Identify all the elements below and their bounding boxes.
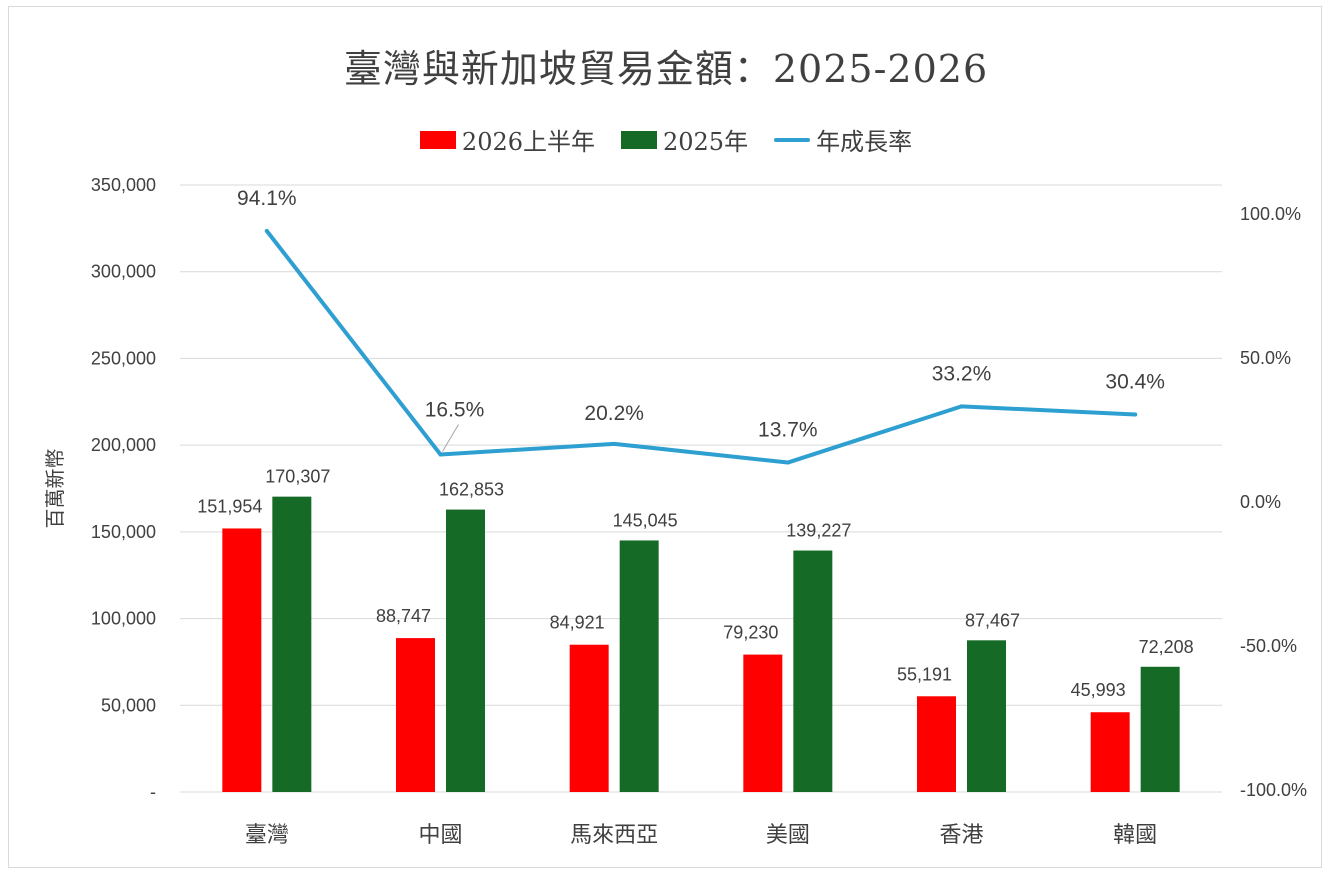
bar-2025 [967, 640, 1006, 792]
growth-point [438, 452, 443, 457]
growth-label: 13.7% [758, 419, 818, 442]
category-label: 臺灣 [245, 823, 289, 848]
bar-2026h1 [1090, 712, 1130, 792]
y-tick-label: 50,000 [101, 695, 156, 715]
y2-tick-label: 50.0% [1240, 348, 1291, 368]
bar-label-2025: 87,467 [965, 610, 1020, 630]
growth-label: 33.2% [932, 362, 992, 385]
legend-item-2026h1: 2026上半年 [419, 122, 595, 157]
bar-2026h1 [917, 696, 956, 792]
bar-label-2026h1: 151,954 [197, 496, 262, 516]
bar-2025 [446, 509, 485, 792]
y-tick-label: 100,000 [91, 609, 156, 629]
growth-point [959, 404, 964, 409]
category-label: 馬來西亞 [570, 823, 658, 848]
bar-label-2026h1: 84,921 [550, 613, 605, 633]
growth-point [1133, 412, 1138, 417]
legend-swatch-2025 [621, 130, 657, 149]
growth-point [264, 228, 269, 233]
bar-label-2026h1: 45,993 [1071, 680, 1126, 700]
category-label: 韓國 [1113, 823, 1157, 848]
chart-title: 臺灣與新加坡貿易金額：2025-2026 [343, 47, 989, 91]
bar-2026h1 [396, 638, 435, 792]
category-label: 美國 [766, 823, 810, 848]
growth-label: 94.1% [237, 187, 297, 210]
growth-point [612, 441, 617, 446]
bar-label-2025: 72,208 [1139, 637, 1194, 657]
legend-item-2025: 2025年 [621, 122, 748, 157]
bar-label-2025: 162,853 [439, 480, 504, 500]
growth-label: 20.2% [584, 402, 644, 425]
growth-point [785, 460, 790, 465]
chart-legend: 2026上半年 2025年 年成長率 [0, 122, 1332, 157]
y-tick-label: 200,000 [91, 435, 156, 455]
legend-swatch-growth [774, 137, 811, 142]
bar-2026h1 [569, 644, 609, 792]
category-label: 香港 [939, 823, 983, 848]
y-axis-title: 百萬新幣 [43, 449, 67, 529]
legend-item-growth: 年成長率 [774, 122, 912, 157]
bar-label-2025: 170,307 [265, 467, 330, 487]
y-tick-label: - [150, 782, 156, 802]
bar-2026h1 [743, 654, 783, 792]
bar-label-2026h1: 79,230 [723, 623, 778, 643]
y2-tick-label: -50.0% [1240, 636, 1297, 656]
growth-line [264, 228, 1138, 465]
legend-label-growth: 年成長率 [816, 128, 913, 156]
legend-label-2025: 2025年 [663, 128, 749, 156]
legend-label-2026h1: 2026上半年 [461, 128, 595, 156]
bar-label-2026h1: 88,747 [376, 606, 431, 626]
growth-label: 30.4% [1105, 370, 1165, 393]
legend-swatch-2026h1 [419, 130, 456, 149]
growth-label: 16.5% [425, 398, 485, 421]
bar-2025 [793, 550, 833, 792]
y-tick-label: 350,000 [91, 175, 156, 195]
bar-label-2026h1: 55,191 [897, 664, 952, 684]
bar-2025 [1140, 666, 1180, 792]
bar-2026h1 [222, 528, 262, 792]
growth-label-leader [442, 424, 459, 452]
category-label: 中國 [418, 823, 462, 848]
bar-label-2025: 139,227 [786, 521, 851, 541]
y-tick-label: 150,000 [91, 522, 156, 542]
bar-2025 [619, 540, 659, 792]
y-tick-label: 250,000 [91, 348, 156, 368]
bar-label-2025: 145,045 [613, 510, 678, 530]
y2-tick-label: 0.0% [1240, 492, 1281, 512]
bar-2025 [272, 496, 312, 792]
y2-tick-label: 100.0% [1240, 204, 1301, 224]
y2-tick-label: -100.0% [1240, 780, 1307, 800]
y-tick-label: 300,000 [91, 262, 156, 282]
